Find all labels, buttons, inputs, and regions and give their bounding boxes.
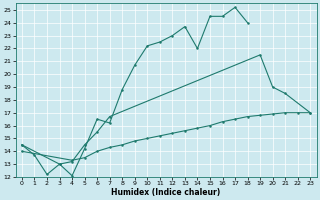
- X-axis label: Humidex (Indice chaleur): Humidex (Indice chaleur): [111, 188, 221, 197]
